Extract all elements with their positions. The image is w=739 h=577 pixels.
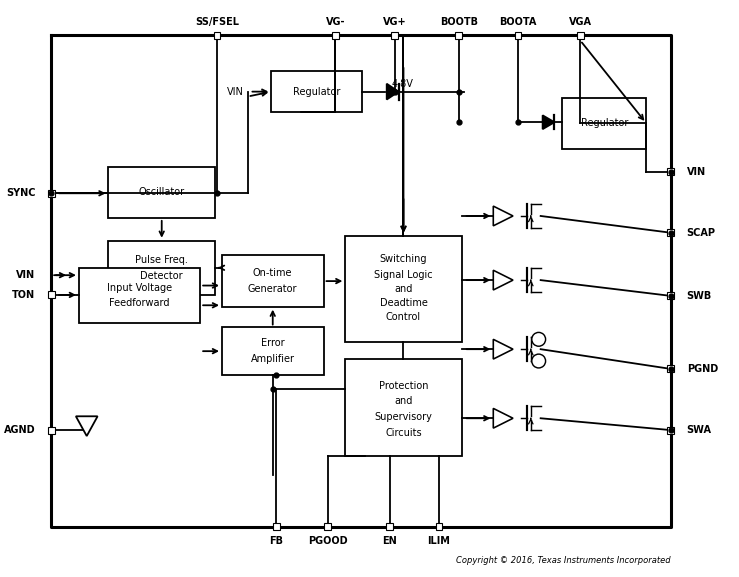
Text: BOOTA: BOOTA	[500, 17, 537, 27]
Bar	[332, 32, 339, 39]
Text: On-time: On-time	[253, 268, 293, 278]
Bar	[79, 268, 200, 323]
Text: and: and	[395, 284, 412, 294]
Bar	[48, 426, 55, 433]
Bar	[386, 523, 393, 530]
Text: BOOTB: BOOTB	[440, 17, 477, 27]
Text: Regulator: Regulator	[581, 118, 628, 128]
Bar	[667, 168, 675, 175]
Text: Circuits: Circuits	[385, 428, 422, 438]
Text: SWA: SWA	[687, 425, 712, 435]
Bar	[214, 32, 220, 39]
Text: Oscillator: Oscillator	[139, 188, 185, 197]
Text: Regulator: Regulator	[293, 87, 341, 96]
Bar	[667, 229, 675, 236]
Text: VG-: VG-	[326, 17, 345, 27]
Bar	[562, 98, 646, 149]
Bar	[345, 359, 462, 456]
Text: PGND: PGND	[687, 364, 718, 374]
Text: VIN: VIN	[687, 167, 706, 177]
Bar	[576, 32, 584, 39]
Text: Copyright © 2016, Texas Instruments Incorporated: Copyright © 2016, Texas Instruments Inco…	[456, 556, 671, 565]
Polygon shape	[386, 84, 398, 99]
Text: VIN: VIN	[227, 87, 244, 96]
Text: SS/FSEL: SS/FSEL	[195, 17, 239, 27]
Text: Protection: Protection	[379, 381, 428, 391]
Bar	[48, 291, 55, 298]
Bar	[667, 426, 675, 433]
Polygon shape	[76, 416, 98, 436]
Polygon shape	[542, 115, 554, 129]
Bar	[48, 190, 55, 197]
Bar	[273, 523, 279, 530]
Text: Error: Error	[261, 338, 285, 349]
Text: EN: EN	[382, 535, 397, 546]
Text: FB: FB	[269, 535, 283, 546]
Bar	[109, 167, 215, 218]
Text: VIN: VIN	[16, 270, 35, 280]
Circle shape	[532, 332, 545, 346]
Text: Switching: Switching	[380, 254, 427, 264]
Text: TON: TON	[13, 290, 35, 300]
Text: Detector: Detector	[140, 271, 183, 280]
Bar	[345, 236, 462, 342]
Bar	[455, 32, 462, 39]
Bar	[514, 32, 522, 39]
Text: Supervisory: Supervisory	[375, 413, 432, 422]
Text: Feedforward: Feedforward	[109, 298, 170, 308]
Text: Amplifier: Amplifier	[251, 354, 295, 364]
Text: SYNC: SYNC	[6, 188, 35, 198]
Text: Deadtime: Deadtime	[380, 298, 427, 308]
Text: Input Voltage: Input Voltage	[107, 283, 172, 293]
Bar	[667, 365, 675, 372]
Text: Pulse Freq.: Pulse Freq.	[135, 255, 188, 265]
Bar	[324, 523, 331, 530]
Bar	[391, 32, 398, 39]
Bar	[222, 328, 324, 375]
Polygon shape	[494, 206, 513, 226]
Text: 4.8V: 4.8V	[392, 78, 414, 89]
Text: VG+: VG+	[383, 17, 406, 27]
Text: Generator: Generator	[248, 284, 298, 294]
Polygon shape	[494, 270, 513, 290]
Text: PGOOD: PGOOD	[307, 535, 347, 546]
Text: VGA: VGA	[568, 17, 592, 27]
Text: ILIM: ILIM	[428, 535, 451, 546]
Polygon shape	[494, 409, 513, 428]
Bar	[435, 523, 443, 530]
Bar	[109, 241, 215, 295]
Text: and: and	[395, 396, 412, 406]
Bar	[222, 256, 324, 307]
Text: SWB: SWB	[687, 291, 712, 301]
Polygon shape	[494, 339, 513, 359]
Bar	[667, 293, 675, 299]
Bar	[271, 71, 362, 113]
Text: Signal Logic: Signal Logic	[374, 270, 433, 280]
Text: AGND: AGND	[4, 425, 35, 435]
Text: SCAP: SCAP	[687, 228, 715, 238]
Circle shape	[532, 354, 545, 368]
Text: Control: Control	[386, 312, 421, 321]
